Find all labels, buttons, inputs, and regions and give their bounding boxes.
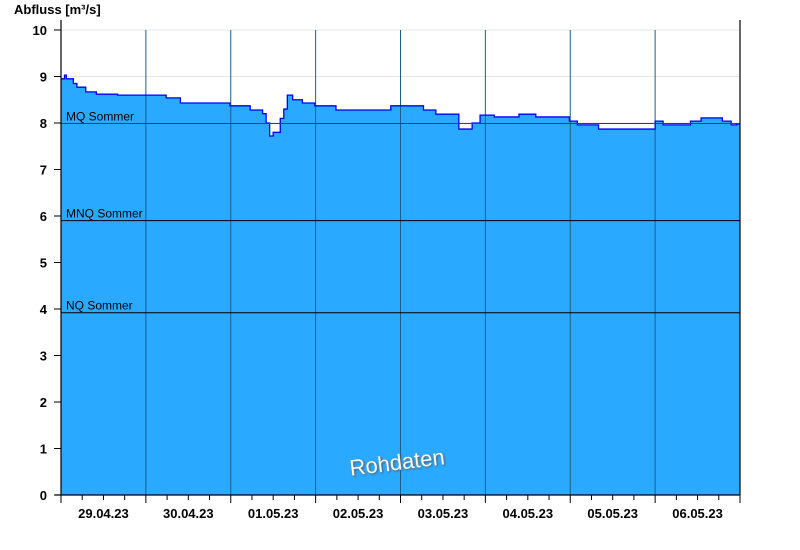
x-tick-label: 03.05.23 — [418, 506, 469, 521]
y-tick-label: 7 — [40, 163, 47, 178]
x-tick-label: 06.05.23 — [672, 506, 723, 521]
y-tick-label: 5 — [40, 256, 47, 271]
y-tick-label: 0 — [40, 488, 47, 503]
y-axis-label: Abfluss [m³/s] — [14, 2, 101, 17]
reference-label: NQ Sommer — [66, 299, 133, 313]
y-tick-label: 6 — [40, 209, 47, 224]
x-tick-label: 05.05.23 — [587, 506, 638, 521]
discharge-line — [61, 74, 740, 137]
axes: 0 1 2 3 4 5 6 7 8 9 10 29.04.23 30.04.23 01.05.23 02.0… — [33, 20, 741, 521]
x-tick-label: 29.04.23 — [78, 506, 129, 521]
y-tick-label: 1 — [40, 442, 47, 457]
x-tick-label: 02.05.23 — [333, 506, 384, 521]
reference-label: MNQ Sommer — [66, 207, 143, 221]
y-tick-label: 9 — [40, 70, 47, 85]
day-lines — [145, 30, 656, 495]
y-tick-label: 10 — [33, 23, 47, 38]
y-tick-label: 3 — [40, 349, 47, 364]
x-tick-label: 01.05.23 — [248, 506, 299, 521]
reference-lines: MQ Sommer MNQ Sommer NQ Sommer — [61, 109, 740, 314]
y-tick-label: 4 — [40, 302, 48, 317]
x-tick-label: 30.04.23 — [163, 506, 214, 521]
y-tick-label: 8 — [40, 116, 47, 131]
reference-label: MQ Sommer — [66, 109, 134, 123]
x-tick-label: 04.05.23 — [503, 506, 554, 521]
y-tick-label: 2 — [40, 395, 47, 410]
